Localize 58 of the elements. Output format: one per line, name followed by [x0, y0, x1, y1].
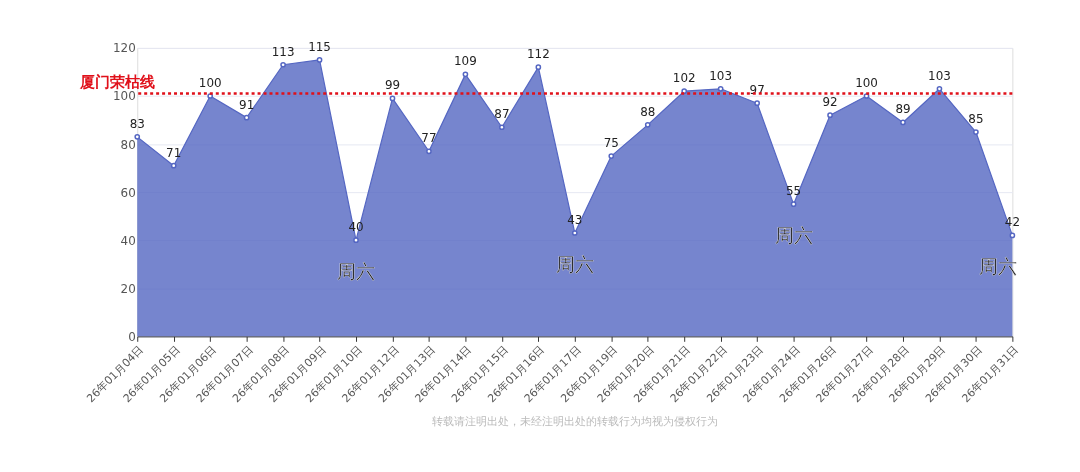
data-label: 100 [198, 76, 222, 91]
data-label: 109 [454, 54, 477, 69]
data-label: 102 [672, 71, 696, 86]
y-tick-label: 80 [120, 137, 136, 152]
data-label: 112 [526, 47, 550, 62]
point [389, 95, 396, 102]
data-label: 83 [129, 116, 145, 131]
data-label: 115 [308, 40, 331, 54]
annotation: 周六 [337, 259, 376, 282]
data-label: 71 [166, 145, 182, 160]
point [900, 119, 906, 126]
y-tick-label: 120 [112, 41, 136, 56]
point [316, 57, 323, 63]
annotation: 周六 [555, 252, 594, 275]
data-label: 97 [749, 83, 765, 98]
point [571, 230, 578, 236]
data-label: 100 [855, 76, 878, 91]
data-label: 99 [384, 78, 401, 93]
data-label: 88 [640, 104, 656, 119]
y-tick-label: 60 [120, 185, 136, 200]
data-label: 85 [968, 112, 984, 127]
point [644, 121, 651, 128]
point [134, 134, 141, 140]
point [243, 114, 250, 121]
point [462, 71, 469, 78]
point [499, 124, 505, 131]
y-tick-label: 20 [120, 281, 136, 296]
point [207, 93, 214, 99]
text: 转载请注明出处，未经注明出处的转载行为均视为侵权行为 [431, 414, 718, 428]
point [936, 85, 943, 92]
point [681, 88, 688, 95]
point [827, 112, 833, 119]
data-label: 113 [271, 44, 295, 59]
point [754, 100, 760, 107]
data-label: 103 [928, 68, 951, 83]
point [535, 64, 542, 71]
data-label: 75 [603, 136, 619, 151]
data-label: 103 [709, 68, 733, 83]
y-tick-label: 100 [112, 89, 136, 104]
point [280, 61, 286, 68]
data-label: 92 [822, 95, 838, 110]
data-label: 87 [494, 107, 510, 122]
ref-line-label: 厦门荣枯线 [78, 72, 155, 91]
point [790, 201, 797, 208]
point [608, 153, 615, 159]
y-tick-label: 40 [120, 233, 136, 248]
point [717, 85, 724, 92]
point [170, 162, 177, 169]
data-label: 89 [895, 102, 911, 117]
data-label: 43 [567, 213, 583, 228]
point [353, 237, 359, 244]
data-label: 77 [421, 131, 437, 146]
point [1009, 232, 1016, 239]
point [426, 148, 432, 155]
annotation: 周六 [774, 223, 813, 246]
point [973, 129, 979, 135]
y-tick-label: 0 [128, 329, 136, 344]
data-label: 91 [239, 97, 255, 112]
